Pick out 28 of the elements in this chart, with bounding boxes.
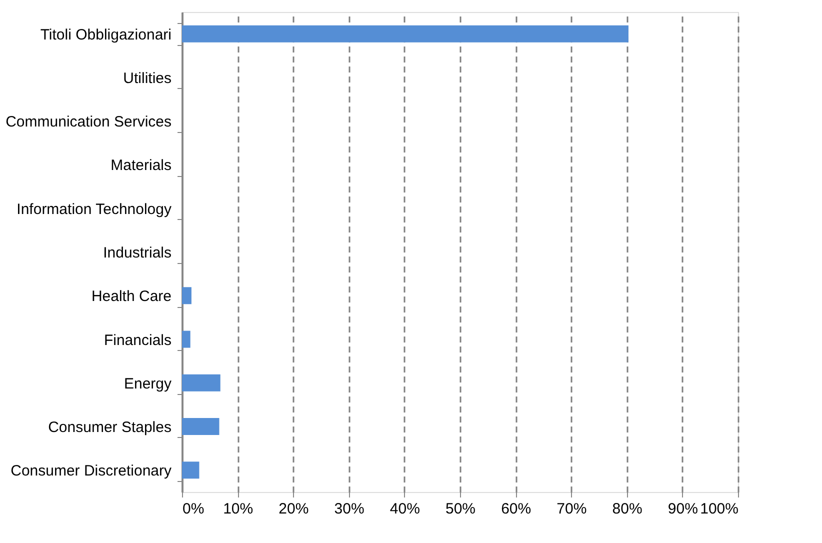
x-tick-label: 70% <box>556 500 587 518</box>
x-tick-label: 40% <box>390 500 420 518</box>
y-tick-label: Financials <box>104 332 172 349</box>
x-tick-label: 10% <box>223 500 254 518</box>
bar <box>182 418 220 436</box>
y-tick-label: Consumer Staples <box>48 419 172 436</box>
bar <box>182 25 628 42</box>
y-tick-label: Titoli Obbligazionari <box>40 26 172 44</box>
bar <box>182 374 220 392</box>
x-tick-label: 50% <box>445 500 476 518</box>
y-tick-label: Materials <box>110 157 172 174</box>
y-tick-label: Health Care <box>91 288 172 306</box>
x-tick-label: 100% <box>700 500 738 518</box>
bar <box>182 462 200 479</box>
x-tick-label: 0% <box>182 500 204 518</box>
y-tick-label: Consumer Discretionary <box>10 462 172 480</box>
x-tick-label: 90% <box>668 500 698 518</box>
x-tick-label: 80% <box>612 500 642 518</box>
y-tick-label: Energy <box>124 375 172 392</box>
y-tick-label: Communication Services <box>6 114 172 131</box>
bar <box>182 287 192 304</box>
x-tick-label: 60% <box>501 500 532 518</box>
x-tick-label: 30% <box>334 500 364 518</box>
y-tick-label: Industrials <box>103 244 172 262</box>
x-tick-label: 20% <box>278 500 309 518</box>
y-tick-label: Utilities <box>123 70 172 87</box>
y-tick-label: Information Technology <box>16 200 172 218</box>
bar <box>182 330 190 348</box>
